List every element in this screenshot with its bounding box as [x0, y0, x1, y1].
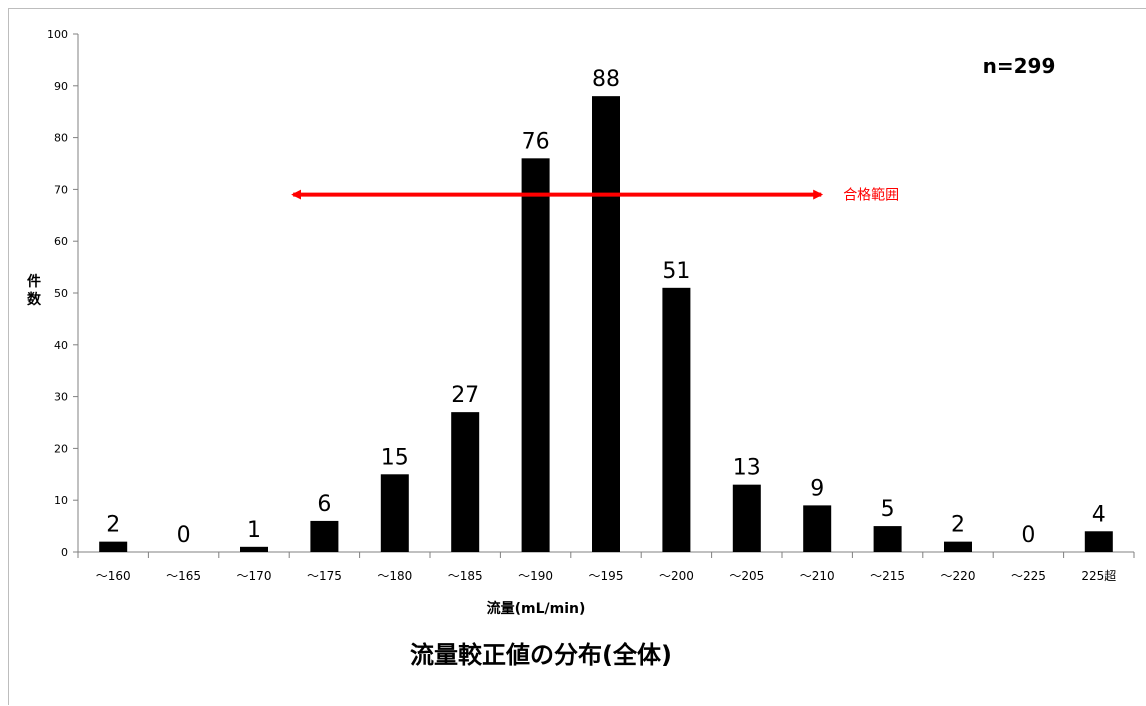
x-tick-label: ～215 — [870, 569, 905, 583]
x-tick-label: ～170 — [237, 569, 272, 583]
range-label: 合格範囲 — [843, 187, 899, 204]
y-tick-label: 10 — [54, 494, 68, 507]
x-tick-label: ～225 — [1011, 569, 1046, 583]
bar — [310, 520, 339, 552]
data-label: 2 — [106, 513, 120, 538]
data-label: 27 — [451, 383, 479, 408]
data-labels: 2 0 1 6 15 27 76 88 51 13 9 5 2 0 4 — [106, 67, 1106, 548]
chart-title: 流量較正値の分布(全体) — [410, 641, 672, 669]
data-label: 15 — [381, 445, 409, 470]
y-tick-label: 40 — [54, 339, 68, 352]
bar — [451, 412, 480, 552]
x-tick-label: ～195 — [589, 569, 624, 583]
data-label: 2 — [951, 513, 965, 538]
x-tick-label: ～180 — [377, 569, 412, 583]
bar — [873, 526, 902, 552]
data-label: 76 — [522, 129, 550, 154]
chart-frame: 0 10 20 30 40 50 60 70 80 90 100 ～160 ～165 ～170 ～175 ～… — [8, 8, 1146, 705]
x-tick-label: ～210 — [800, 569, 835, 583]
data-label: 9 — [810, 476, 824, 501]
y-tick-label: 100 — [47, 28, 68, 41]
bar — [240, 546, 268, 552]
x-tick-label: ～185 — [448, 569, 483, 583]
y-tick-label: 0 — [61, 546, 68, 559]
y-tick-label: 50 — [54, 287, 68, 300]
y-tick-label: 30 — [54, 391, 68, 404]
sample-size-annotation: n=299 — [983, 54, 1056, 78]
y-tick-label: 80 — [54, 132, 68, 145]
bar — [732, 484, 761, 552]
annotations: 合格範囲 — [291, 187, 899, 204]
y-axis-label: 件数 — [27, 273, 42, 308]
bar — [592, 96, 620, 552]
y-tick-label: 20 — [54, 442, 68, 455]
x-tick-label: ～190 — [518, 569, 553, 583]
x-tick-label: ～165 — [166, 569, 201, 583]
y-tick-label: 90 — [54, 80, 68, 93]
bar — [1084, 531, 1113, 552]
x-tick-label: ～160 — [96, 569, 131, 583]
x-tick-label: ～175 — [307, 569, 342, 583]
data-label: 5 — [881, 497, 895, 522]
data-label: 0 — [1021, 523, 1035, 548]
x-tick-label: ～200 — [659, 569, 694, 583]
bar — [521, 158, 550, 552]
x-axis-label: 流量(mL/min) — [487, 600, 586, 617]
x-tick-label: ～220 — [941, 569, 976, 583]
y-tick-label: 60 — [54, 235, 68, 248]
bar — [99, 541, 128, 552]
bar — [380, 474, 409, 552]
data-label: 88 — [592, 67, 620, 92]
bar — [803, 505, 832, 552]
data-label: 51 — [662, 259, 690, 284]
data-label: 1 — [247, 518, 261, 543]
x-tick-label: ～205 — [729, 569, 764, 583]
data-label: 0 — [177, 523, 191, 548]
y-tick-label: 70 — [54, 183, 68, 196]
data-label: 6 — [317, 492, 331, 517]
data-label: 4 — [1092, 502, 1106, 527]
bars — [99, 96, 1113, 552]
x-tick-label: 225超 — [1081, 568, 1116, 583]
bar — [662, 287, 691, 552]
bar — [944, 541, 972, 552]
x-axis: ～160 ～165 ～170 ～175 ～180 ～185 ～190 ～195 ～200 ～205… — [77, 551, 1135, 583]
data-label: 13 — [733, 456, 761, 481]
y-axis: 0 10 20 30 40 50 60 70 80 90 100 — [47, 28, 79, 559]
